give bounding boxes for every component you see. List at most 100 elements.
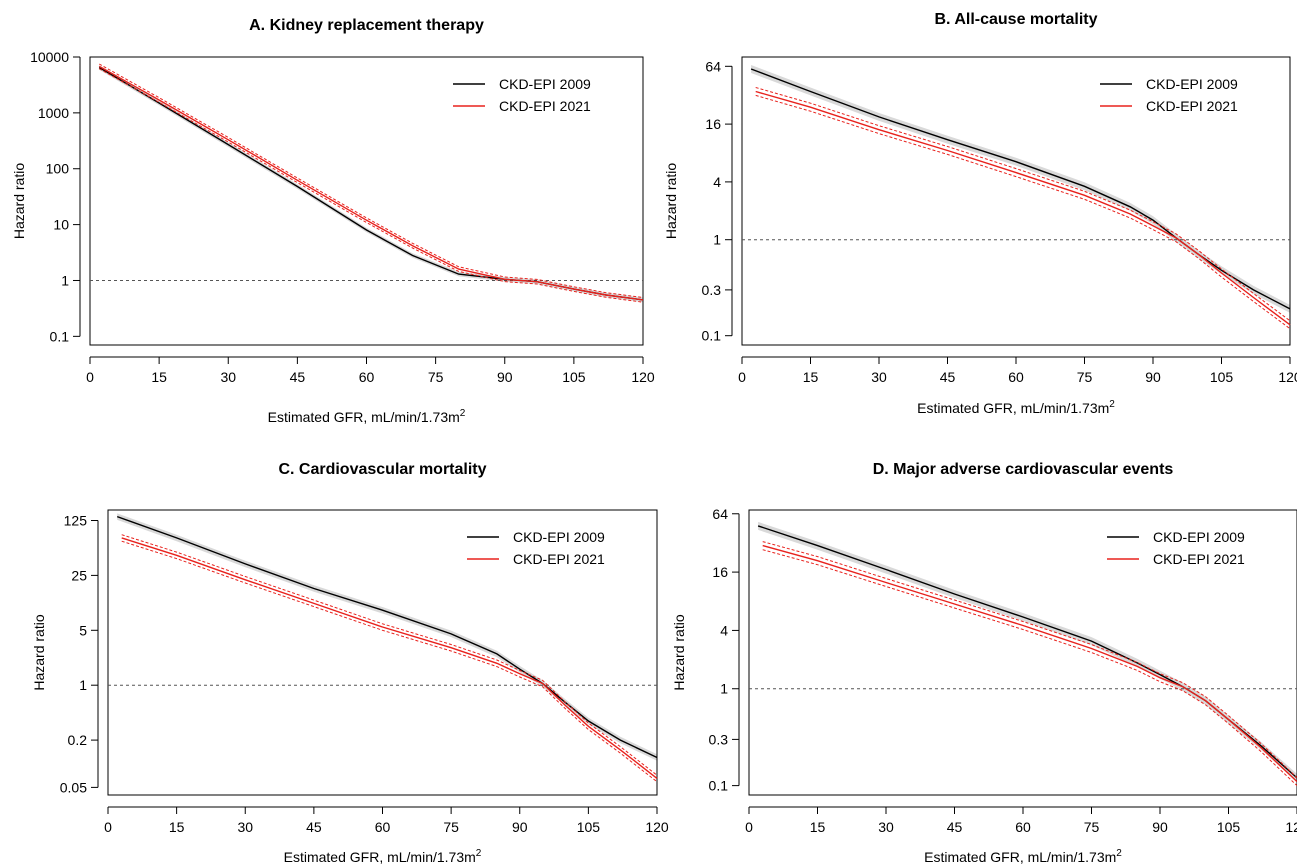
x-axis-label: Estimated GFR, mL/min/1.73m2 bbox=[284, 848, 482, 865]
x-axis-label-superscript: 2 bbox=[1116, 848, 1122, 859]
series-2009-line bbox=[750, 68, 1291, 310]
y-tick-label: 4 bbox=[720, 622, 728, 638]
x-tick-label: 75 bbox=[443, 819, 459, 835]
series-2021-ci-lower bbox=[755, 94, 1291, 330]
y-tick-label: 0.3 bbox=[709, 731, 729, 747]
plot-frame bbox=[107, 509, 658, 796]
legend-label-2021: CKD-EPI 2021 bbox=[499, 98, 591, 114]
y-tick-label: 0.3 bbox=[702, 282, 722, 298]
y-tick-label: 0.05 bbox=[60, 779, 87, 795]
series-2021-line bbox=[762, 544, 1297, 783]
series-2021-ci-upper bbox=[121, 534, 658, 776]
x-axis-label-text: Estimated GFR, mL/min/1.73m bbox=[284, 849, 476, 865]
y-axis-label: Hazard ratio bbox=[31, 614, 47, 690]
y-tick-label: 10000 bbox=[30, 49, 69, 65]
x-tick-label: 60 bbox=[1015, 819, 1031, 835]
x-tick-label: 75 bbox=[428, 369, 444, 385]
x-tick-label: 90 bbox=[512, 819, 528, 835]
x-tick-label: 30 bbox=[878, 819, 894, 835]
x-tick-label: 0 bbox=[104, 819, 112, 835]
x-tick-label: 45 bbox=[947, 819, 963, 835]
x-axis-label: Estimated GFR, mL/min/1.73m2 bbox=[917, 399, 1115, 416]
y-tick-label: 100 bbox=[46, 161, 70, 177]
y-tick-label: 1 bbox=[79, 677, 87, 693]
legend-label-2009: CKD-EPI 2009 bbox=[1153, 529, 1245, 545]
series-2021-ci-lower bbox=[762, 549, 1297, 786]
x-tick-label: 90 bbox=[497, 369, 513, 385]
y-tick-label: 1 bbox=[713, 232, 721, 248]
plot-frame bbox=[741, 56, 1291, 346]
x-tick-label: 120 bbox=[1278, 369, 1297, 385]
y-tick-label: 0.1 bbox=[709, 778, 729, 794]
panel-title: D. Major adverse cardiovascular events bbox=[873, 461, 1174, 478]
panel-title: B. All-cause mortality bbox=[934, 11, 1097, 28]
panel-title: A. Kidney replacement therapy bbox=[249, 17, 484, 34]
x-tick-label: 30 bbox=[871, 369, 887, 385]
series-2021-ci-upper bbox=[755, 87, 1291, 322]
y-tick-label: 16 bbox=[712, 564, 728, 580]
series-2021-line bbox=[98, 65, 644, 301]
x-axis-label-text: Estimated GFR, mL/min/1.73m bbox=[924, 849, 1116, 865]
series-2021-ci-lower bbox=[121, 540, 658, 783]
x-tick-label: 60 bbox=[359, 369, 375, 385]
x-axis-label-text: Estimated GFR, mL/min/1.73m bbox=[268, 409, 460, 425]
x-tick-label: 105 bbox=[577, 819, 601, 835]
x-tick-label: 105 bbox=[1217, 819, 1241, 835]
y-tick-label: 4 bbox=[713, 174, 721, 190]
x-axis-label: Estimated GFR, mL/min/1.73m2 bbox=[268, 408, 466, 425]
x-tick-label: 60 bbox=[1008, 369, 1024, 385]
y-tick-label: 0.1 bbox=[702, 328, 722, 344]
x-tick-label: 0 bbox=[738, 369, 746, 385]
x-tick-label: 90 bbox=[1145, 369, 1161, 385]
x-tick-label: 105 bbox=[562, 369, 586, 385]
y-tick-label: 64 bbox=[705, 58, 721, 74]
y-tick-label: 125 bbox=[64, 512, 88, 528]
x-tick-label: 60 bbox=[375, 819, 391, 835]
y-tick-label: 0.2 bbox=[68, 732, 88, 748]
x-tick-label: 75 bbox=[1077, 369, 1093, 385]
x-tick-label: 15 bbox=[803, 369, 819, 385]
y-axis-label: Hazard ratio bbox=[663, 163, 679, 239]
y-axis-label: Hazard ratio bbox=[671, 614, 687, 690]
series-2021-line bbox=[121, 537, 658, 779]
x-axis-label-superscript: 2 bbox=[1109, 399, 1115, 410]
legend-label-2021: CKD-EPI 2021 bbox=[1153, 551, 1245, 567]
series-2009-ci-band bbox=[117, 513, 657, 761]
series-2009-line bbox=[116, 515, 658, 759]
legend-label-2009: CKD-EPI 2009 bbox=[1146, 76, 1238, 92]
y-axis-label: Hazard ratio bbox=[11, 163, 27, 239]
y-tick-label: 5 bbox=[79, 622, 87, 638]
x-tick-label: 0 bbox=[86, 369, 94, 385]
x-tick-label: 75 bbox=[1084, 819, 1100, 835]
x-tick-label: 15 bbox=[810, 819, 826, 835]
x-axis-label-text: Estimated GFR, mL/min/1.73m bbox=[917, 400, 1109, 416]
x-tick-label: 15 bbox=[169, 819, 185, 835]
series-2021-ci-upper bbox=[762, 541, 1297, 778]
series-2021-line bbox=[755, 90, 1291, 326]
y-tick-label: 1 bbox=[61, 272, 69, 288]
x-tick-label: 45 bbox=[940, 369, 956, 385]
y-tick-label: 10 bbox=[53, 217, 69, 233]
x-tick-label: 90 bbox=[1152, 819, 1168, 835]
x-tick-label: 120 bbox=[631, 369, 655, 385]
y-tick-label: 1000 bbox=[38, 105, 69, 121]
series-2021-ci-upper bbox=[98, 63, 644, 298]
panel-a: A. Kidney replacement therapy 0 15 30 45 60 75… bbox=[11, 17, 655, 425]
y-tick-label: 25 bbox=[71, 567, 87, 583]
x-axis-label-superscript: 2 bbox=[460, 408, 466, 419]
legend-label-2021: CKD-EPI 2021 bbox=[513, 551, 605, 567]
panel-title: C. Cardiovascular mortality bbox=[278, 461, 486, 478]
legend-label-2009: CKD-EPI 2009 bbox=[499, 76, 591, 92]
plot-frame bbox=[89, 56, 644, 346]
plot-frame bbox=[748, 509, 1297, 796]
x-tick-label: 15 bbox=[151, 369, 167, 385]
legend-label-2021: CKD-EPI 2021 bbox=[1146, 98, 1238, 114]
y-tick-label: 64 bbox=[712, 506, 728, 522]
x-tick-label: 45 bbox=[290, 369, 306, 385]
y-tick-label: 0.1 bbox=[50, 328, 70, 344]
x-tick-label: 120 bbox=[645, 819, 669, 835]
x-axis-label-superscript: 2 bbox=[476, 848, 482, 859]
